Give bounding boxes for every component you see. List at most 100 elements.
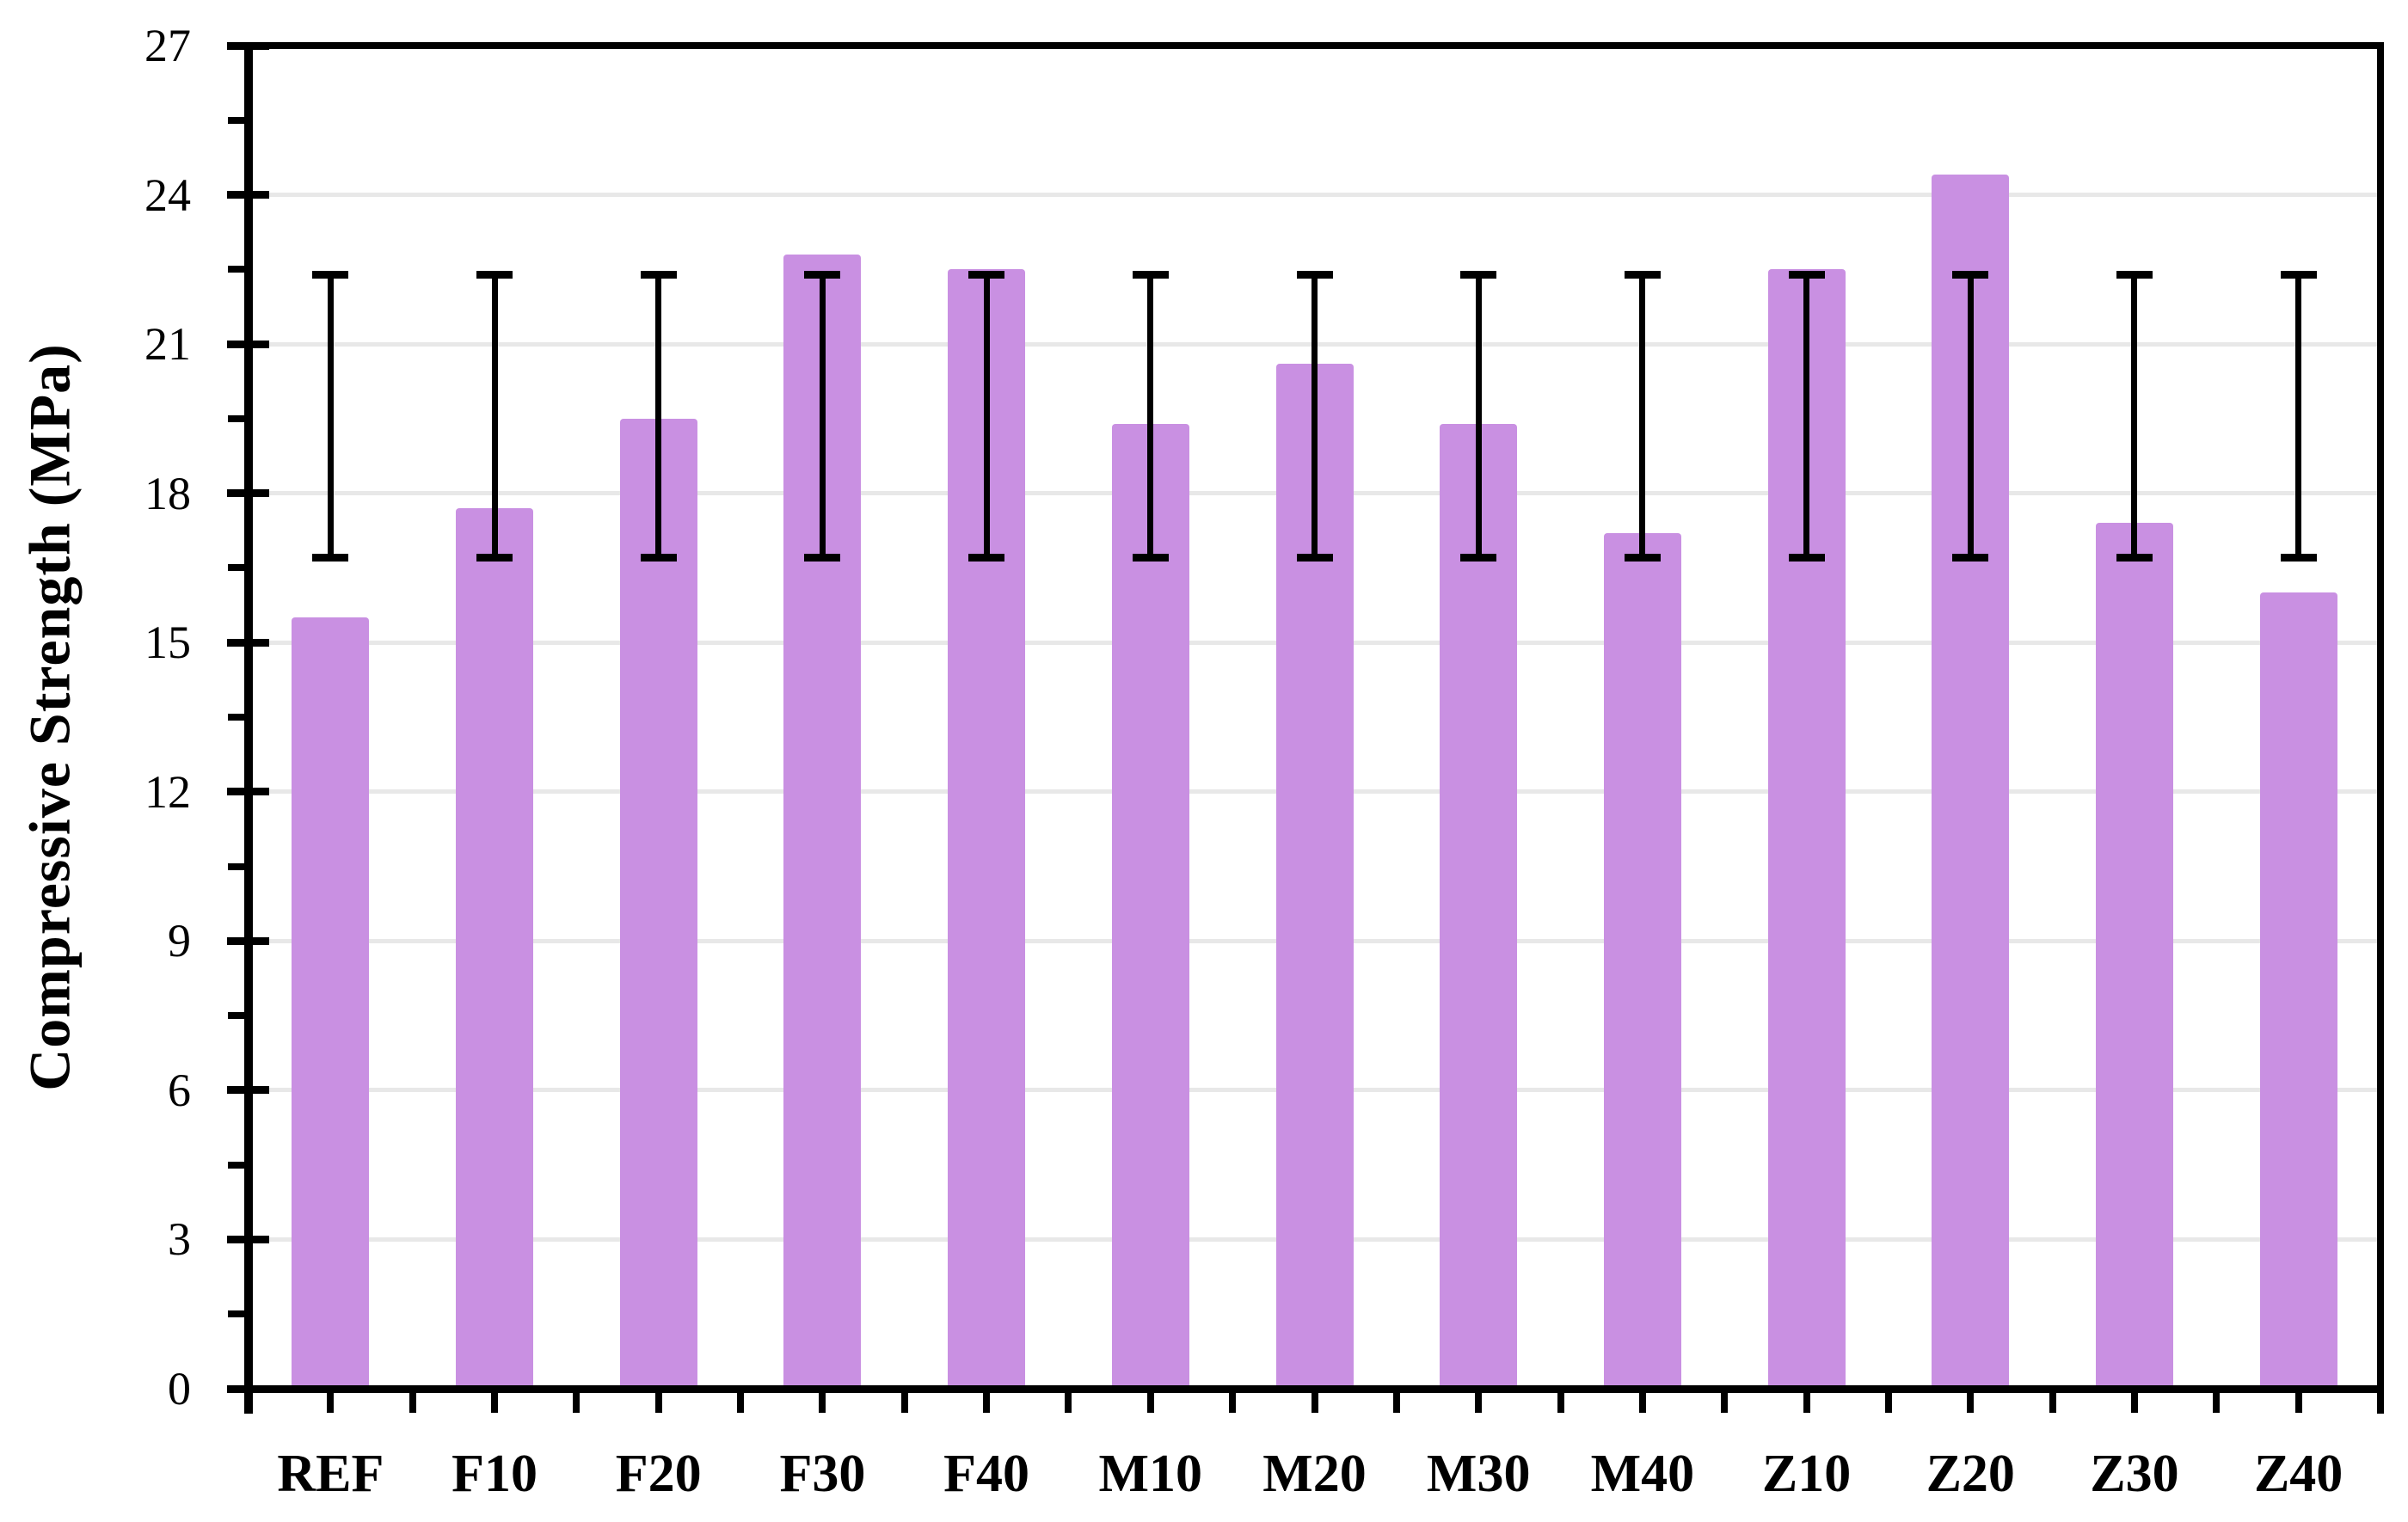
x-tick	[1229, 1393, 1237, 1413]
y-major-tick	[227, 340, 269, 348]
error-cap-bottom-f10	[476, 554, 513, 562]
x-tick	[900, 1393, 908, 1413]
y-minor-tick	[228, 862, 249, 870]
error-bar-z10	[1803, 274, 1810, 558]
bar-m30	[1440, 423, 1518, 1389]
bar-m40	[1603, 532, 1681, 1389]
x-tick	[245, 1393, 252, 1413]
y-major-tick	[227, 1235, 269, 1243]
error-cap-top-m10	[1132, 270, 1169, 279]
x-tick-label-m20: M20	[1262, 1445, 1367, 1503]
error-cap-top-m20	[1296, 270, 1333, 279]
x-tick-label-z10: Z10	[1761, 1445, 1852, 1503]
y-tick-label: 0	[168, 1363, 191, 1415]
error-cap-bottom-f20	[640, 554, 677, 562]
error-cap-top-z10	[1788, 270, 1825, 279]
error-bar-f30	[819, 274, 826, 558]
error-cap-top-z40	[2280, 270, 2317, 279]
x-tick	[1475, 1393, 1483, 1413]
error-cap-bottom-z40	[2280, 554, 2317, 562]
error-bar-f40	[983, 274, 990, 558]
x-tick	[491, 1393, 499, 1413]
x-tick	[1146, 1393, 1154, 1413]
error-cap-bottom-f30	[804, 554, 841, 562]
bar-z40	[2259, 592, 2337, 1389]
x-tick	[2377, 1393, 2384, 1413]
error-bar-f10	[491, 274, 498, 558]
x-tick-label-ref: REF	[277, 1445, 384, 1503]
y-tick-label: 24	[144, 169, 191, 221]
error-cap-top-z30	[2116, 270, 2153, 279]
x-axis-line	[227, 1385, 2384, 1393]
y-tick-label: 3	[168, 1213, 191, 1266]
error-cap-top-f30	[804, 270, 841, 279]
x-tick	[573, 1393, 580, 1413]
x-tick-label-m40: M40	[1590, 1445, 1695, 1503]
y-gridline	[249, 193, 2380, 198]
error-bar-z20	[1967, 274, 1974, 558]
x-tick	[2294, 1393, 2302, 1413]
x-tick-label-f30: F30	[779, 1445, 866, 1503]
bar-m10	[1111, 423, 1189, 1389]
error-cap-bottom-z30	[2116, 554, 2153, 562]
y-major-tick	[227, 489, 269, 498]
error-bar-m10	[1147, 274, 1154, 558]
error-cap-top-f20	[640, 270, 677, 279]
y-major-tick	[227, 936, 269, 945]
y-major-tick	[227, 191, 269, 199]
y-minor-tick	[228, 564, 249, 572]
y-major-tick	[227, 1086, 269, 1095]
x-tick	[2049, 1393, 2056, 1413]
error-cap-top-m40	[1624, 270, 1661, 279]
error-cap-top-ref	[312, 270, 349, 279]
y-minor-tick	[228, 1161, 249, 1169]
y-minor-tick	[228, 266, 249, 273]
error-bar-z40	[2295, 274, 2302, 558]
x-tick	[983, 1393, 991, 1413]
bar-ref	[292, 617, 370, 1389]
y-tick-label: 12	[144, 765, 191, 818]
x-tick	[1967, 1393, 1975, 1413]
y-minor-tick	[228, 1310, 249, 1318]
x-tick	[2130, 1393, 2138, 1413]
x-tick-label-z40: Z40	[2253, 1445, 2344, 1503]
error-bar-m20	[1312, 274, 1318, 558]
y-major-tick	[227, 41, 269, 50]
error-bar-m40	[1639, 274, 1646, 558]
plot-border-top	[244, 42, 2384, 49]
x-tick	[327, 1393, 335, 1413]
x-tick-label-m30: M30	[1426, 1445, 1531, 1503]
bar-f20	[619, 418, 697, 1389]
x-tick	[1884, 1393, 1892, 1413]
y-tick-label: 27	[144, 20, 191, 71]
error-bar-ref	[327, 274, 334, 558]
y-tick-label: 9	[168, 915, 191, 967]
x-tick	[1311, 1393, 1318, 1413]
x-tick	[1638, 1393, 1646, 1413]
x-tick	[1065, 1393, 1072, 1413]
x-tick	[1392, 1393, 1400, 1413]
y-axis-line	[244, 46, 253, 1414]
error-cap-bottom-ref	[312, 554, 349, 562]
x-tick	[819, 1393, 826, 1413]
error-bar-f20	[655, 274, 662, 558]
error-cap-bottom-m20	[1296, 554, 1333, 562]
x-tick-label-m10: M10	[1098, 1445, 1203, 1503]
error-cap-bottom-m10	[1132, 554, 1169, 562]
error-bar-m30	[1475, 274, 1482, 558]
x-tick-label-f20: F20	[615, 1445, 702, 1503]
x-tick	[737, 1393, 745, 1413]
y-tick-label: 21	[144, 318, 191, 371]
y-minor-tick	[228, 714, 249, 721]
y-minor-tick	[228, 116, 249, 124]
error-cap-top-m30	[1460, 270, 1497, 279]
bar-z30	[2095, 523, 2173, 1389]
y-tick-label: 6	[168, 1064, 191, 1116]
error-cap-bottom-z20	[1952, 554, 1989, 562]
y-axis-title: Compressive Strength (MPa)	[16, 343, 83, 1091]
x-tick-label-z30: Z30	[2090, 1445, 2179, 1503]
x-tick	[1721, 1393, 1729, 1413]
x-tick-label-f40: F40	[943, 1445, 1030, 1503]
